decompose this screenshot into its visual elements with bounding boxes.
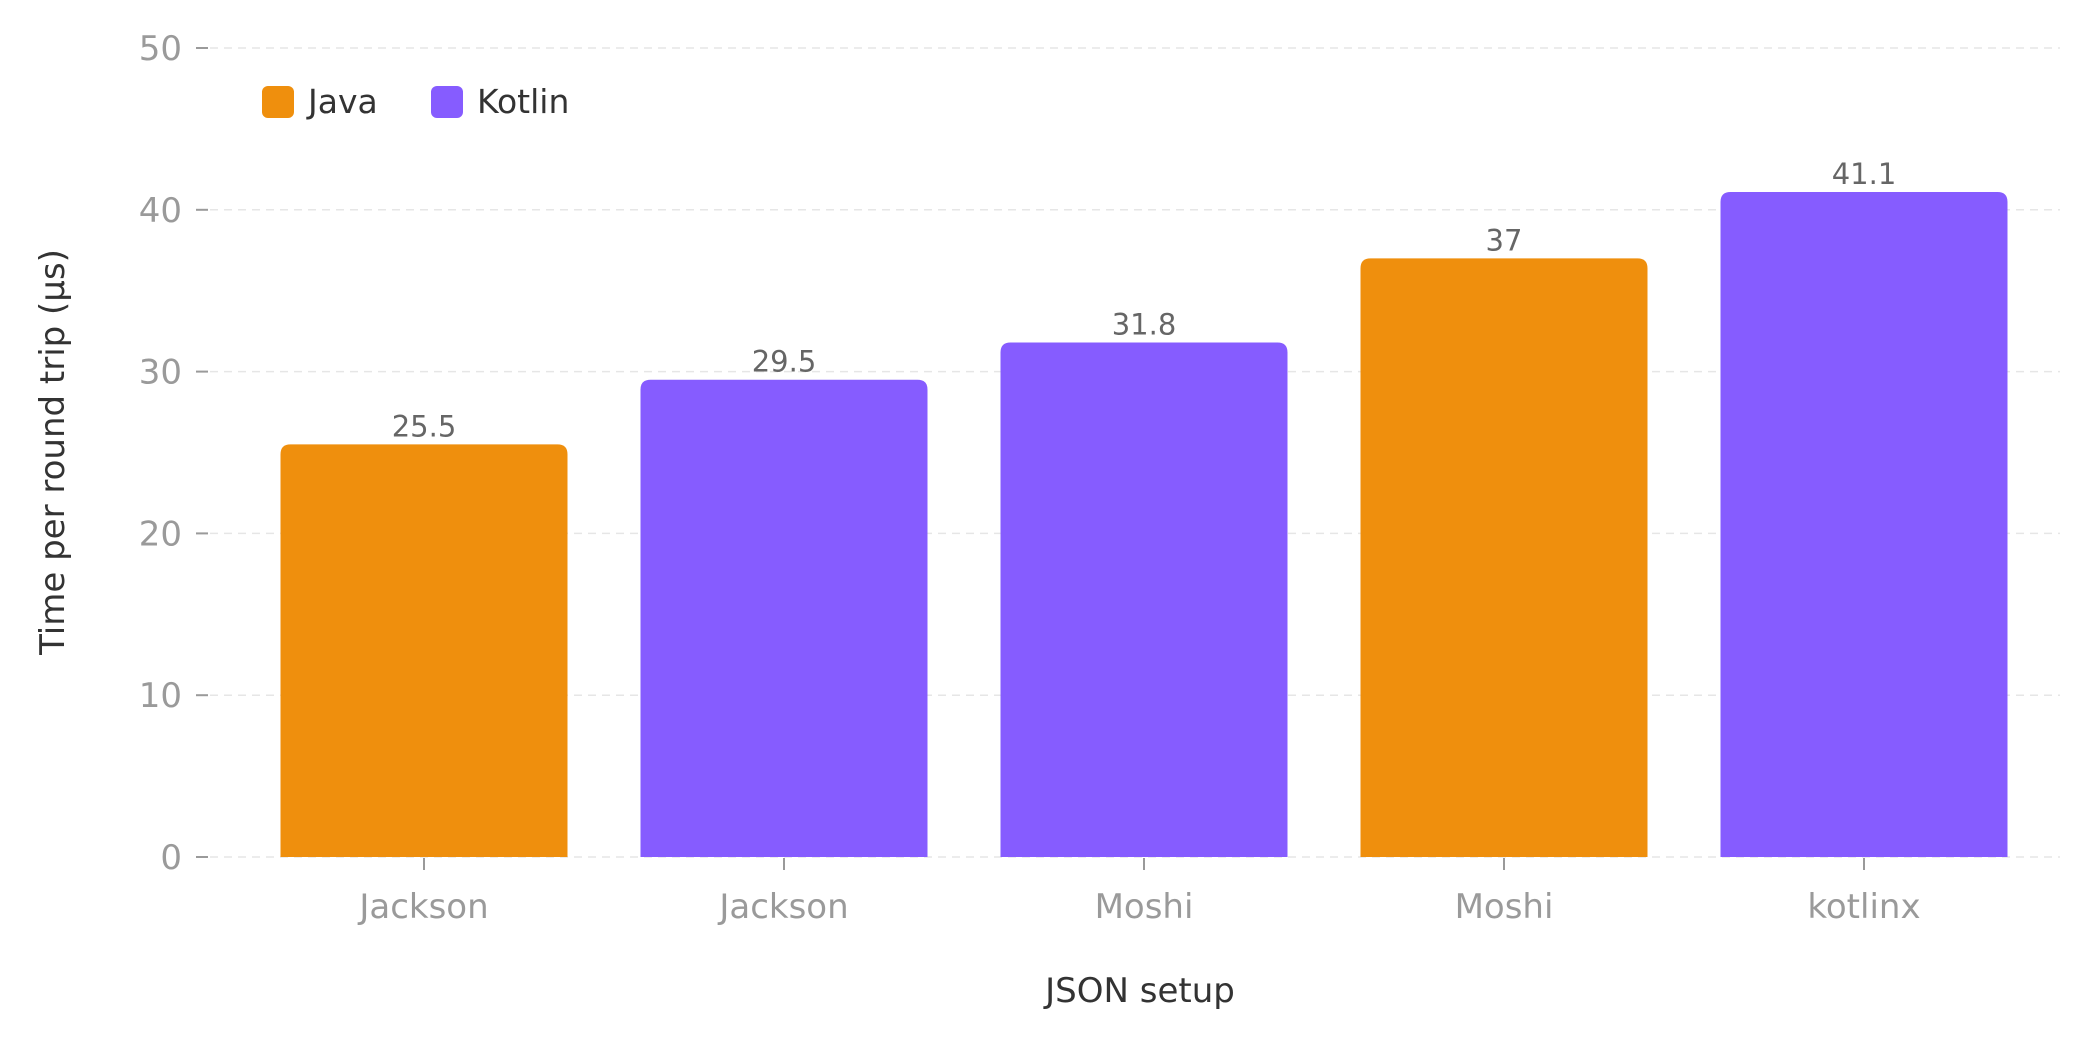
legend-label: Java bbox=[306, 82, 378, 121]
bar-kotlin-moshi bbox=[1000, 342, 1288, 857]
y-tick-label: 50 bbox=[139, 29, 182, 69]
bar-value-label: 37 bbox=[1486, 223, 1523, 257]
legend-item-java: Java bbox=[262, 82, 378, 121]
x-tick-label: kotlinx bbox=[1807, 887, 1920, 927]
bar-kotlin-kotlinx bbox=[1720, 192, 2008, 857]
x-tick-label: Moshi bbox=[1095, 887, 1194, 927]
bars: 25.5 29.5 31.8 37 41.1 bbox=[280, 157, 2008, 858]
y-tick-label: 20 bbox=[139, 514, 182, 554]
x-tick-label: Jackson bbox=[717, 887, 848, 927]
bar-java-moshi bbox=[1360, 258, 1648, 858]
y-tick-label: 10 bbox=[139, 676, 182, 716]
bar-value-label: 29.5 bbox=[752, 345, 817, 379]
x-axis-title: JSON setup bbox=[1043, 971, 1235, 1011]
legend-item-kotlin: Kotlin bbox=[431, 82, 569, 121]
x-tick-label: Moshi bbox=[1455, 887, 1554, 927]
x-axis: Jackson Jackson Moshi Moshi kotlinx bbox=[357, 858, 1921, 927]
y-axis-title: Time per round trip (µs) bbox=[33, 249, 73, 656]
bar-value-label: 31.8 bbox=[1112, 307, 1177, 341]
bar-java-jackson bbox=[280, 444, 568, 857]
legend-label: Kotlin bbox=[477, 82, 569, 121]
y-axis: 0 10 20 30 40 50 bbox=[139, 29, 208, 878]
bar-kotlin-jackson bbox=[640, 379, 928, 857]
y-tick-label: 0 bbox=[160, 838, 182, 878]
legend-swatch bbox=[262, 86, 294, 118]
bar-value-label: 41.1 bbox=[1832, 157, 1897, 191]
x-tick-label: Jackson bbox=[357, 887, 488, 927]
y-tick-label: 30 bbox=[139, 353, 182, 393]
legend: Java Kotlin bbox=[262, 82, 569, 121]
bar-value-label: 25.5 bbox=[392, 409, 457, 443]
y-tick-label: 40 bbox=[139, 191, 182, 231]
legend-swatch bbox=[431, 86, 463, 118]
